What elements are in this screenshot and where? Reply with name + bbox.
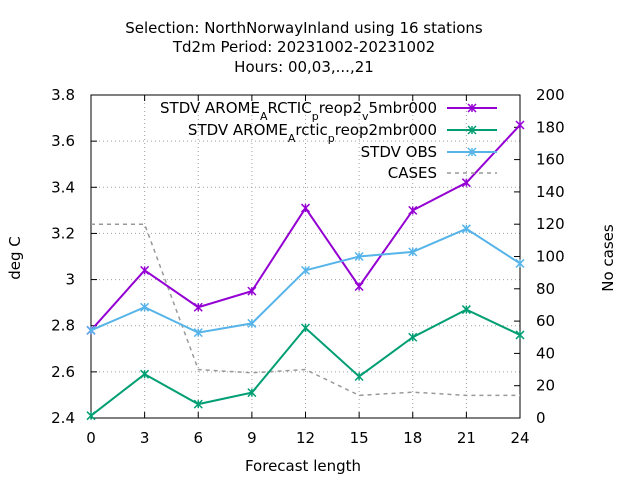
data-point xyxy=(354,281,364,292)
data-point xyxy=(140,302,150,312)
legend-label: CASES xyxy=(388,164,437,182)
x-tick-label: 24 xyxy=(510,429,529,447)
data-point xyxy=(300,323,311,333)
legend-label-part: 5mbr000 xyxy=(369,99,437,117)
x-tick-label: 15 xyxy=(350,429,369,447)
legend-marker xyxy=(467,103,477,113)
y2-tick-label: 80 xyxy=(536,280,555,298)
x-tick-label: 18 xyxy=(403,429,422,447)
legend-label-part: STDV AROME xyxy=(160,99,260,117)
legend-label-part: rctic xyxy=(295,121,327,139)
x-tick-label: 3 xyxy=(140,429,150,447)
data-point xyxy=(300,203,311,213)
y2-tick-label: 0 xyxy=(536,409,546,427)
y2-tick-label: 60 xyxy=(536,312,555,330)
legend-label-part: reop2 xyxy=(319,99,362,117)
y2-tick-label: 120 xyxy=(536,215,565,233)
y-tick-label: 3.2 xyxy=(51,224,75,242)
series-3 xyxy=(91,223,520,397)
y-tick-label: 2.4 xyxy=(51,409,75,427)
data-point xyxy=(193,328,203,338)
x-tick-label: 9 xyxy=(247,429,257,447)
legend-marker xyxy=(467,125,477,135)
y-tick-label: 3.4 xyxy=(51,178,75,196)
y2-tick-label: 180 xyxy=(536,118,565,136)
legend-label: STDV AROMEArcticpreop2mbr000 xyxy=(188,121,437,145)
data-point xyxy=(354,251,364,262)
series-2 xyxy=(86,224,525,338)
y2-tick-label: 100 xyxy=(536,248,565,266)
data-point xyxy=(515,330,525,340)
chart-title: Selection: NorthNorwayInland using 16 st… xyxy=(125,19,483,76)
y2-tick-label: 40 xyxy=(536,344,555,362)
data-point xyxy=(354,371,364,382)
title-line-3: Hours: 00,03,...,21 xyxy=(234,58,374,76)
legend-entry: CASES xyxy=(388,164,497,182)
y-axis-label: deg C xyxy=(6,236,24,280)
data-point xyxy=(408,247,418,257)
data-point xyxy=(247,318,257,328)
axes xyxy=(90,94,521,419)
data-point xyxy=(515,120,525,130)
legend-entry: STDV OBS xyxy=(361,143,497,161)
legend-label-part: A xyxy=(260,110,268,123)
x-tick-label: 6 xyxy=(193,429,203,447)
data-point xyxy=(247,286,257,296)
data-point xyxy=(461,224,471,234)
data-point xyxy=(408,205,418,215)
y2-tick-label: 160 xyxy=(536,151,565,169)
data-point xyxy=(300,265,311,275)
legend-entry: STDV AROMEARCTICpreop2v5mbr000 xyxy=(160,99,497,123)
legend-label: STDV OBS xyxy=(361,143,437,161)
data-point xyxy=(86,411,96,421)
data-point xyxy=(193,399,203,409)
series-line xyxy=(90,227,521,334)
y-tick-label: 3 xyxy=(65,271,75,289)
legend-label: STDV AROMEARCTICpreop2v5mbr000 xyxy=(160,99,437,123)
legend-entry: STDV AROMEArcticpreop2mbr000 xyxy=(188,121,497,145)
y-tick-label: 2.6 xyxy=(51,363,75,381)
legend-label-part: p xyxy=(328,132,335,145)
data-point xyxy=(193,302,203,312)
data-point xyxy=(247,388,257,398)
cases-line xyxy=(91,223,520,397)
y2-tick-label: 20 xyxy=(536,377,555,395)
data-point xyxy=(461,305,471,315)
data-point xyxy=(461,178,471,188)
legend-label-part: RCTIC xyxy=(267,99,311,117)
data-point xyxy=(515,258,525,268)
legend-label-part: v xyxy=(362,110,369,123)
data-point xyxy=(86,325,96,335)
y2-tick-label: 140 xyxy=(536,183,565,201)
tick-labels: 0 3 6 9 12 15 18 21 24 2.4 2.6 2.8 3 3.2 3.4 3.6 3.8 0 20 4… xyxy=(51,86,565,447)
legend-marker xyxy=(467,147,477,157)
legend-label-part: STDV AROME xyxy=(188,121,288,139)
data-point xyxy=(140,369,150,379)
series-1 xyxy=(86,305,525,421)
title-line-2: Td2m Period: 20231002-20231002 xyxy=(172,38,435,56)
title-line-1: Selection: NorthNorwayInland using 16 st… xyxy=(125,19,483,37)
y-tick-label: 2.8 xyxy=(51,317,75,335)
x-tick-label: 12 xyxy=(296,429,315,447)
y-tick-label: 3.8 xyxy=(51,86,75,104)
data-point xyxy=(140,265,150,275)
data-point xyxy=(408,332,418,342)
x-tick-label: 21 xyxy=(457,429,476,447)
legend-label-part: A xyxy=(288,132,296,145)
x-tick-label: 0 xyxy=(86,429,96,447)
legend-label-part: p xyxy=(312,110,319,123)
y-tick-label: 3.6 xyxy=(51,132,75,150)
y2-tick-label: 200 xyxy=(536,86,565,104)
x-axis-label: Forecast length xyxy=(245,457,361,475)
series xyxy=(86,120,525,421)
legend-label-part: reop2mbr000 xyxy=(335,121,437,139)
y2-axis-label: No cases xyxy=(599,224,617,292)
